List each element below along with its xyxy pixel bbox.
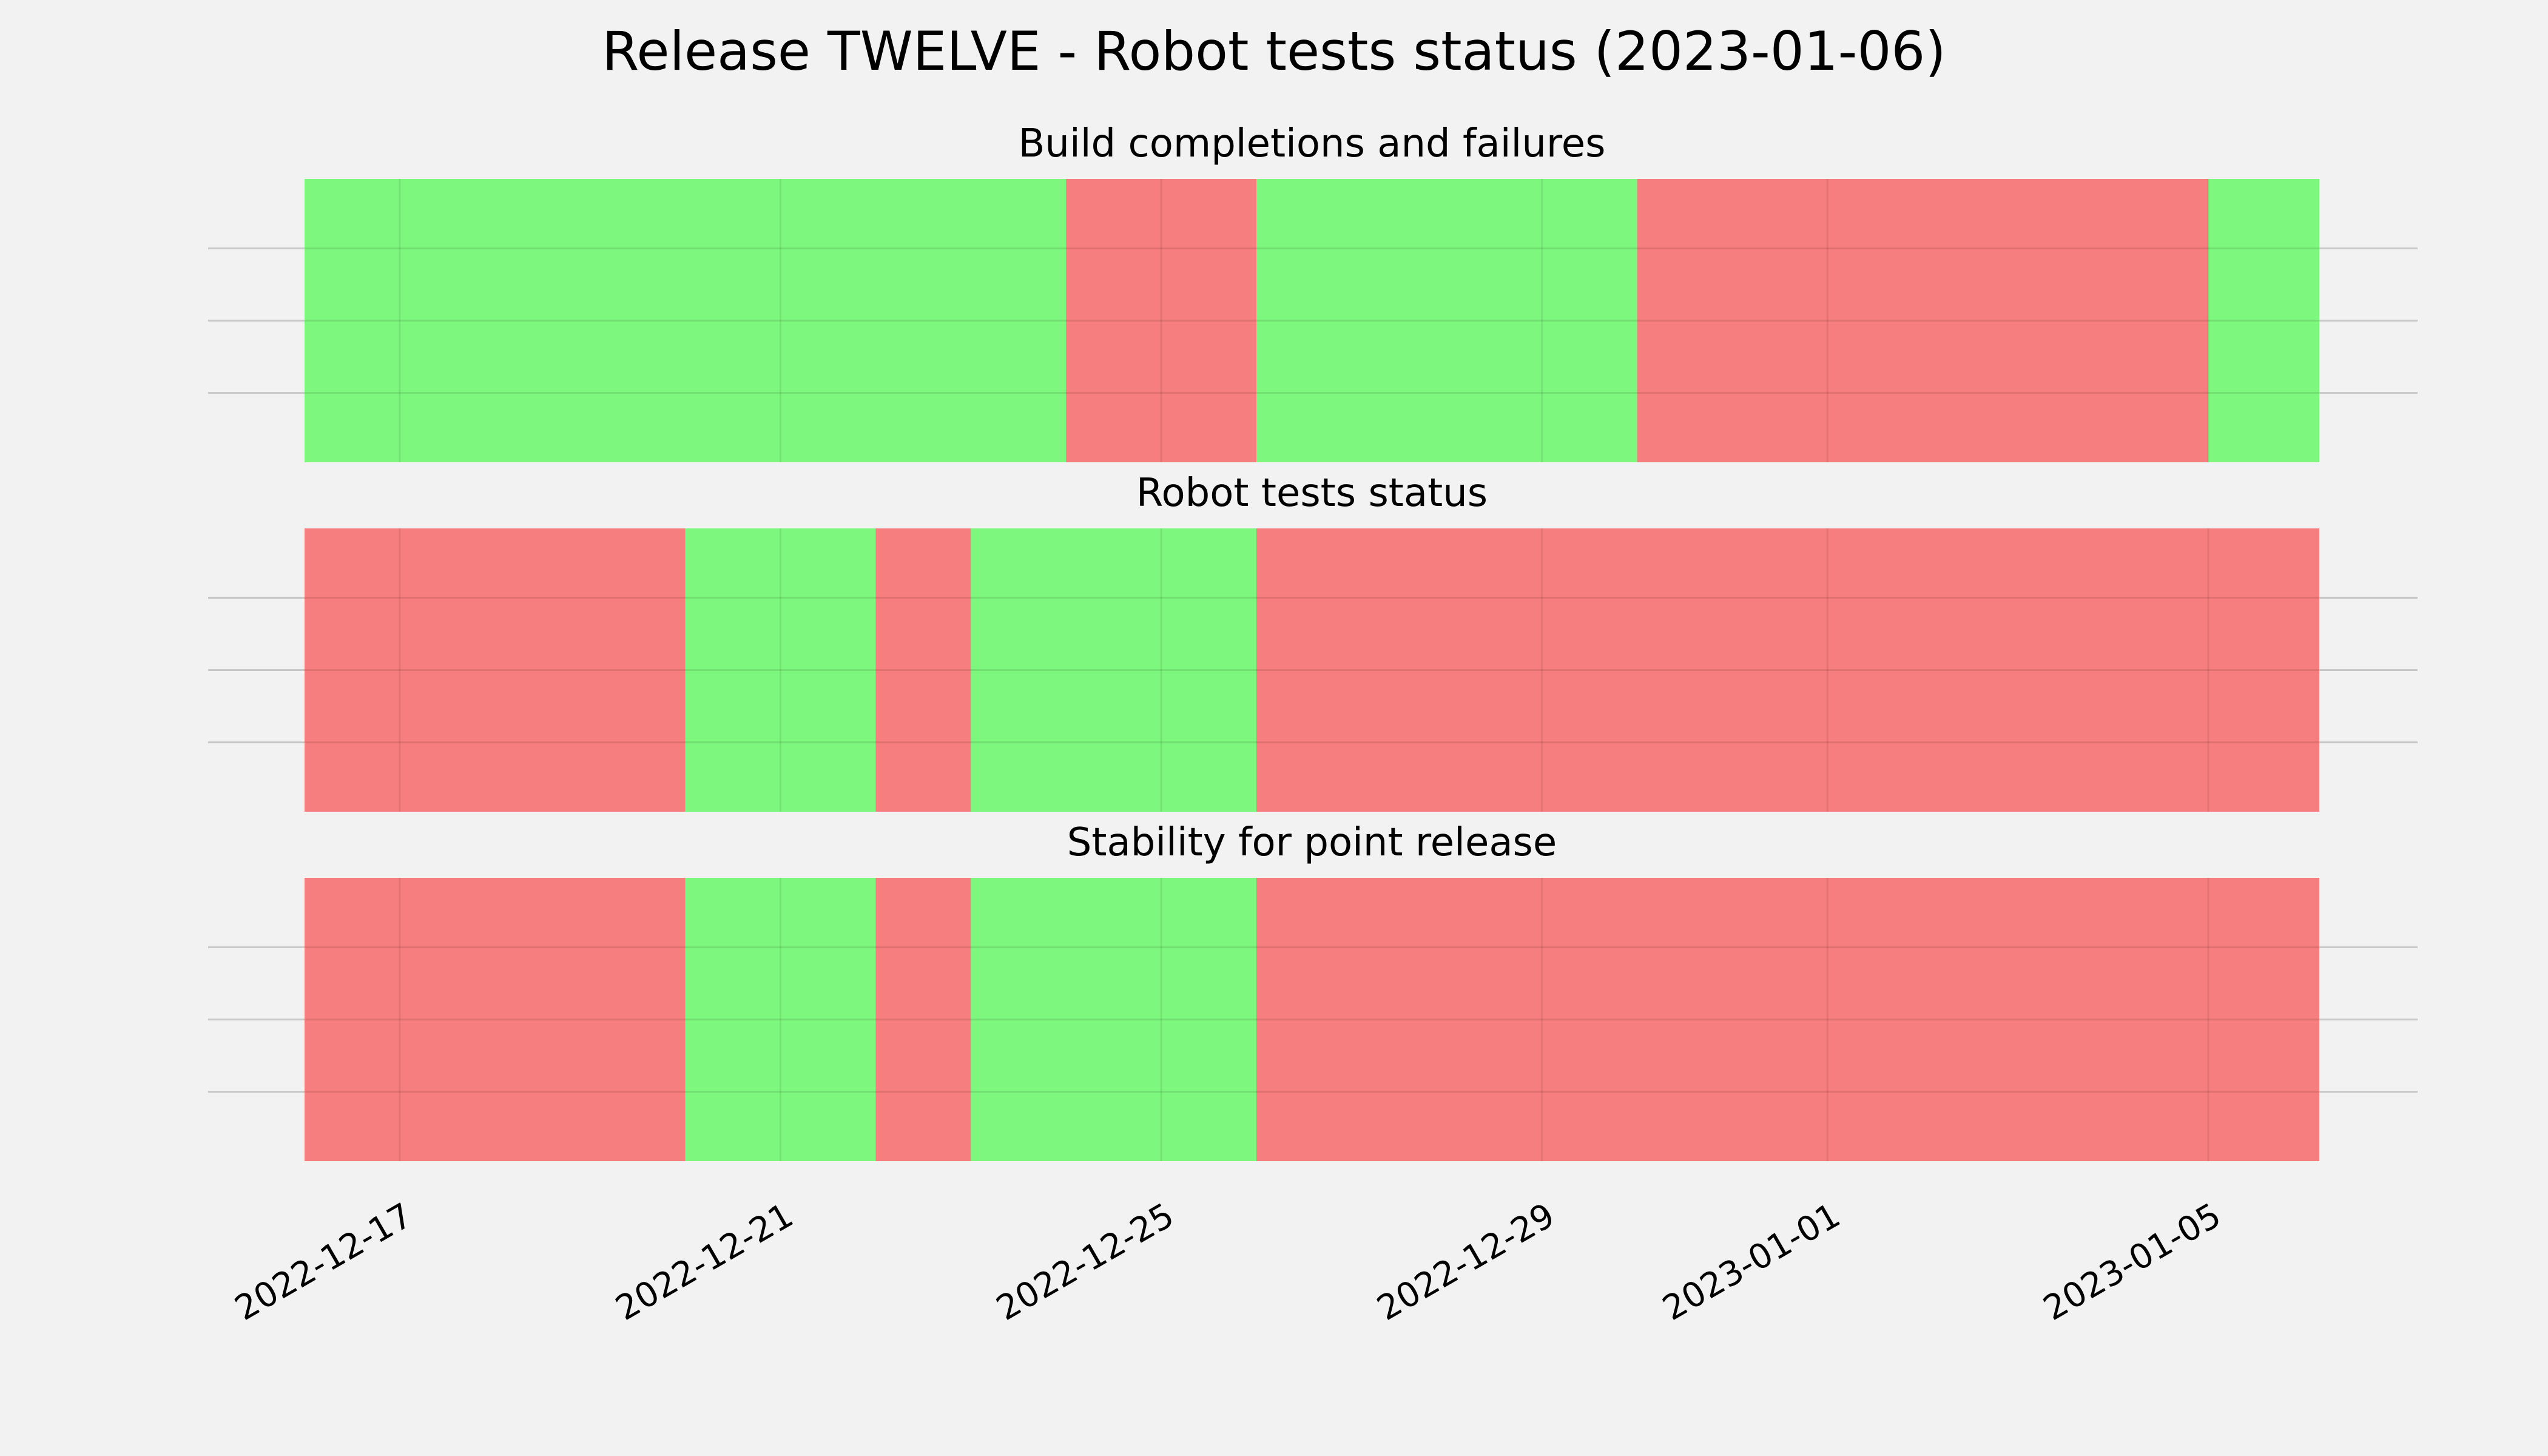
status-segment-pass xyxy=(1256,179,1637,462)
status-segment-fail xyxy=(875,878,971,1161)
status-segment-pass xyxy=(305,179,1067,462)
chart-title: Release TWELVE - Robot tests status (202… xyxy=(602,20,1946,83)
panel-2: Robot tests status xyxy=(208,471,2418,812)
x-tick-label: 2022-12-25 xyxy=(990,1196,1181,1329)
status-segment-pass xyxy=(685,878,876,1161)
status-segment-pass xyxy=(685,528,876,812)
panels: Build completions and failures Robot test… xyxy=(208,121,2418,1161)
panel-title: Robot tests status xyxy=(1136,471,1488,516)
status-segment-fail xyxy=(1637,179,2208,462)
x-tick-label: 2023-01-01 xyxy=(1656,1196,1847,1329)
x-axis: 2022-12-17 2022-12-21 2022-12-25 2022-12-29… xyxy=(229,1196,2228,1329)
panel-title: Stability for point release xyxy=(1067,820,1557,865)
status-segment-pass xyxy=(971,878,1256,1161)
status-segment-fail xyxy=(1256,878,2319,1161)
x-tick-label: 2022-12-17 xyxy=(229,1196,419,1329)
status-segment-pass xyxy=(2208,179,2319,462)
status-segment-pass xyxy=(971,528,1256,812)
status-segment-fail xyxy=(305,878,686,1161)
status-segment-fail xyxy=(1066,179,1256,462)
panel-1: Build completions and failures xyxy=(208,121,2418,462)
panel-3: Stability for point release xyxy=(208,820,2418,1161)
x-tick-label: 2022-12-21 xyxy=(609,1196,800,1329)
panel-title: Build completions and failures xyxy=(1019,121,1606,166)
x-tick-label: 2022-12-29 xyxy=(1370,1196,1561,1329)
x-tick-label: 2023-01-05 xyxy=(2037,1196,2228,1329)
status-segment-fail xyxy=(875,528,971,812)
status-segment-fail xyxy=(305,528,686,812)
status-segment-fail xyxy=(1256,528,2319,812)
